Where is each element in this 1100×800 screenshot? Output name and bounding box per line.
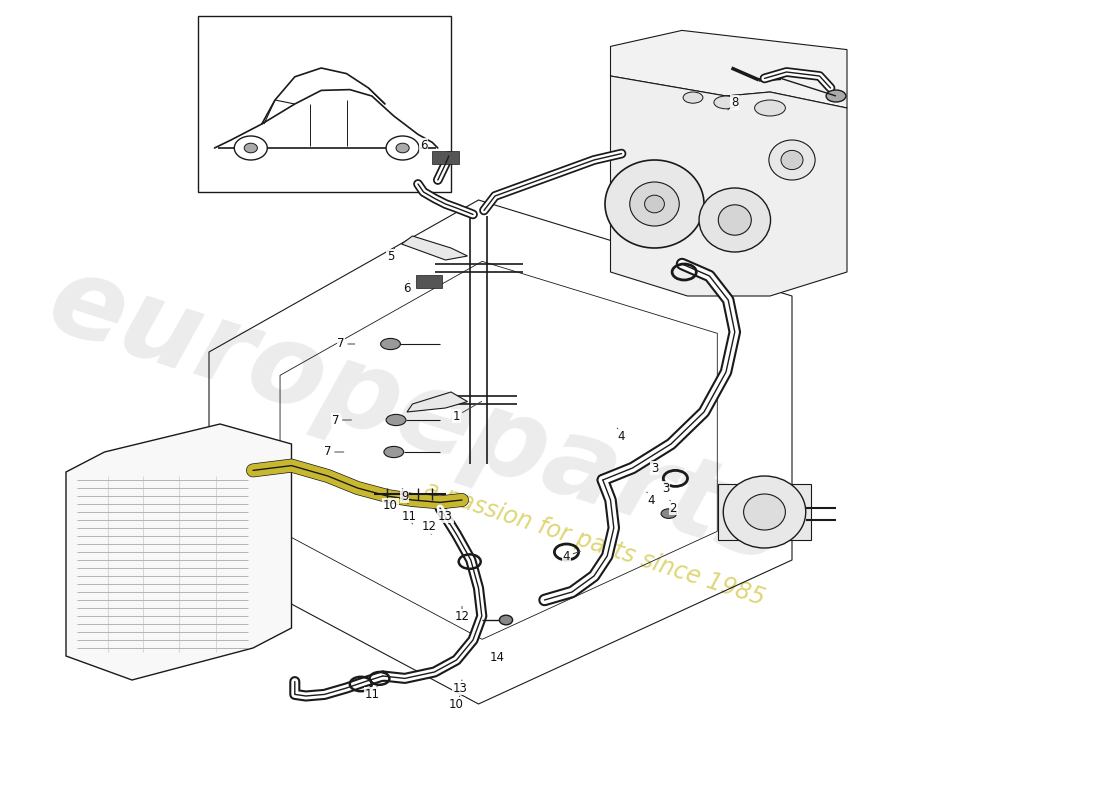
Ellipse shape bbox=[744, 494, 785, 530]
Text: 7: 7 bbox=[338, 338, 344, 350]
Text: 11: 11 bbox=[402, 510, 417, 522]
Text: 13: 13 bbox=[452, 682, 468, 694]
Ellipse shape bbox=[396, 143, 409, 153]
Text: 12: 12 bbox=[454, 610, 470, 622]
Ellipse shape bbox=[724, 476, 805, 548]
Text: 11: 11 bbox=[364, 688, 380, 701]
Text: 9: 9 bbox=[402, 490, 408, 502]
Ellipse shape bbox=[700, 188, 770, 252]
Text: 6: 6 bbox=[404, 282, 410, 294]
Ellipse shape bbox=[386, 414, 406, 426]
Ellipse shape bbox=[645, 195, 664, 213]
Text: 7: 7 bbox=[324, 446, 331, 458]
Text: 14: 14 bbox=[490, 651, 505, 664]
Bar bbox=[416, 275, 442, 288]
Ellipse shape bbox=[718, 205, 751, 235]
Text: 8: 8 bbox=[732, 96, 738, 109]
Ellipse shape bbox=[683, 92, 703, 103]
Text: 10: 10 bbox=[449, 698, 464, 710]
Text: 5: 5 bbox=[387, 250, 394, 262]
Ellipse shape bbox=[755, 100, 785, 116]
Text: 2: 2 bbox=[670, 502, 676, 514]
Polygon shape bbox=[718, 484, 811, 540]
Text: 3: 3 bbox=[662, 482, 669, 494]
Ellipse shape bbox=[244, 143, 257, 153]
Ellipse shape bbox=[629, 182, 680, 226]
Ellipse shape bbox=[605, 160, 704, 248]
Ellipse shape bbox=[826, 90, 846, 102]
Bar bbox=[198, 16, 451, 192]
Text: 4: 4 bbox=[618, 430, 625, 442]
Polygon shape bbox=[407, 392, 468, 412]
Text: 1: 1 bbox=[453, 410, 460, 422]
Polygon shape bbox=[66, 424, 292, 680]
Ellipse shape bbox=[381, 338, 400, 350]
Ellipse shape bbox=[714, 96, 738, 109]
Text: 6: 6 bbox=[420, 139, 427, 152]
Polygon shape bbox=[610, 76, 847, 296]
Ellipse shape bbox=[384, 446, 404, 458]
Text: 12: 12 bbox=[421, 520, 437, 533]
Ellipse shape bbox=[386, 136, 419, 160]
Text: 4: 4 bbox=[563, 550, 570, 562]
Ellipse shape bbox=[781, 150, 803, 170]
Polygon shape bbox=[402, 236, 468, 260]
Text: europeparts: europeparts bbox=[36, 246, 800, 586]
Text: 13: 13 bbox=[438, 510, 453, 522]
Text: 7: 7 bbox=[332, 414, 339, 426]
Text: a passion for parts since 1985: a passion for parts since 1985 bbox=[420, 478, 768, 610]
Bar bbox=[432, 151, 459, 164]
Ellipse shape bbox=[499, 615, 513, 625]
Text: 4: 4 bbox=[648, 494, 654, 506]
Polygon shape bbox=[610, 30, 847, 108]
Ellipse shape bbox=[661, 509, 676, 518]
Ellipse shape bbox=[769, 140, 815, 180]
Ellipse shape bbox=[234, 136, 267, 160]
Text: 10: 10 bbox=[383, 499, 398, 512]
Text: 3: 3 bbox=[651, 462, 658, 474]
